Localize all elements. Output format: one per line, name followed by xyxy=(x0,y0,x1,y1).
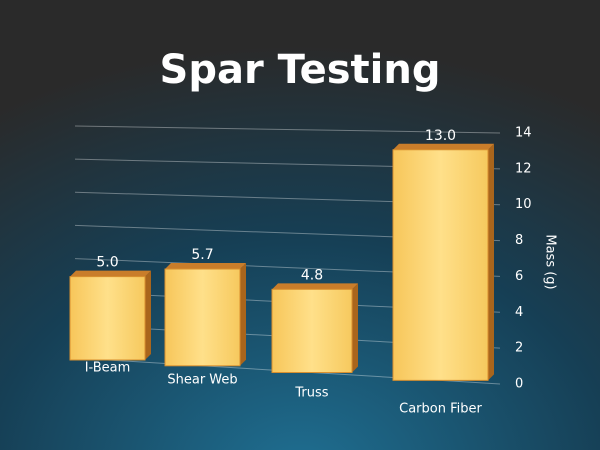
bar-side xyxy=(352,283,358,373)
chart-title: Spar Testing xyxy=(160,47,441,93)
value-label: 5.7 xyxy=(191,247,213,263)
bar-side xyxy=(240,263,246,366)
bar-top xyxy=(272,283,358,290)
y-tick-label: 4 xyxy=(515,305,523,320)
value-label: 5.0 xyxy=(96,255,118,271)
value-label: 13.0 xyxy=(425,128,456,144)
bar-side xyxy=(145,270,151,360)
y-tick-label: 2 xyxy=(515,341,523,356)
y-tick-label: 0 xyxy=(515,377,523,392)
grid-line xyxy=(74,125,501,134)
x-tick-label: I-Beam xyxy=(85,361,131,376)
x-tick-label: Shear Web xyxy=(167,373,237,388)
y-tick-label: 10 xyxy=(515,197,532,212)
bar xyxy=(69,276,146,361)
x-tick-label: Carbon Fiber xyxy=(399,402,482,417)
bar-top xyxy=(393,143,494,150)
y-axis-label: Mass (g) xyxy=(543,234,558,289)
bar xyxy=(271,288,353,373)
y-tick-label: 12 xyxy=(515,161,532,176)
y-tick-label: 6 xyxy=(515,269,523,284)
x-tick-label: Truss xyxy=(294,386,328,401)
bar-top xyxy=(165,263,246,270)
bar xyxy=(392,149,489,381)
bar-top xyxy=(70,270,151,277)
y-tick-label: 14 xyxy=(515,126,532,141)
value-label: 4.8 xyxy=(301,267,323,283)
bar xyxy=(164,268,241,367)
bar-side xyxy=(488,143,494,381)
y-tick-label: 8 xyxy=(515,233,523,248)
